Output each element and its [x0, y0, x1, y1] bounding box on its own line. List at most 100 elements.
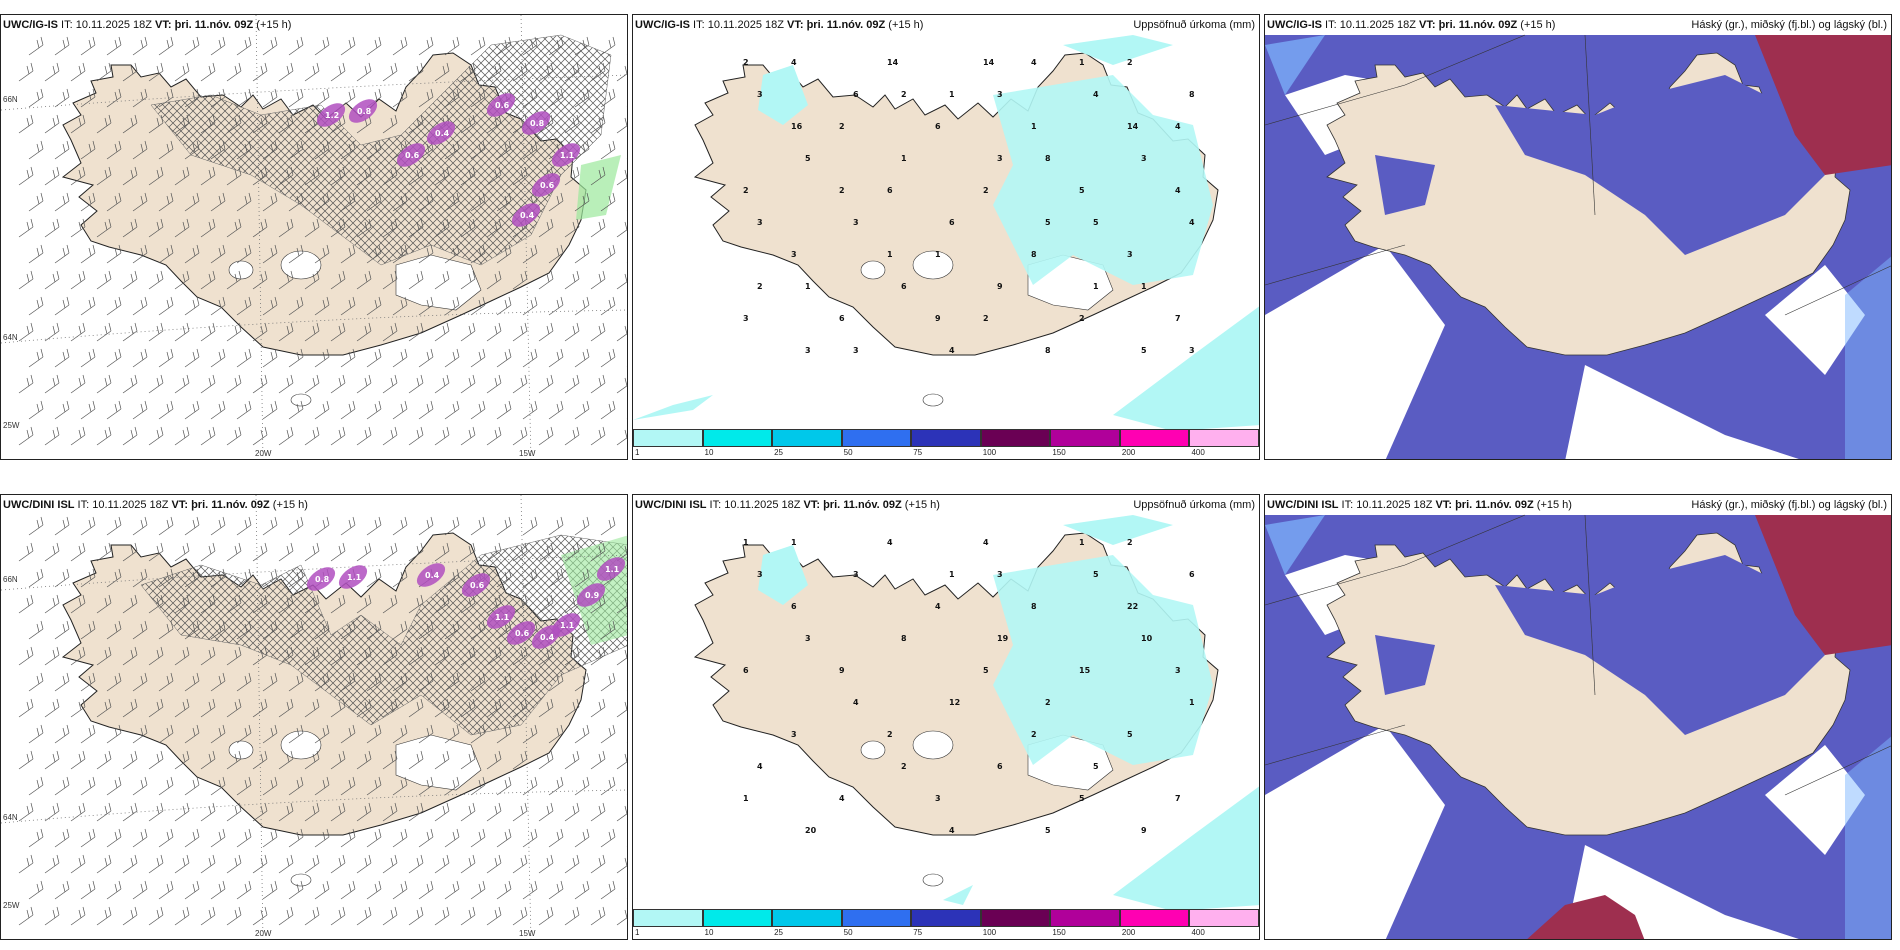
precip-value: 2: [901, 762, 907, 771]
colorbar-swatch: [772, 429, 842, 447]
snow-cell: [576, 583, 606, 607]
precip-value: 4: [949, 826, 955, 835]
precip-area-westfjords: [758, 545, 808, 605]
colorbar-swatch: [980, 909, 1051, 927]
snow-value: 0.6: [540, 181, 555, 190]
precip-area-southeast-sea: [1113, 786, 1259, 911]
clear-area: [1565, 365, 1799, 459]
precip-value: 4: [935, 602, 941, 611]
precip-value: 5: [1045, 826, 1051, 835]
precip-value: 22: [1127, 602, 1138, 611]
colorbar-swatch: [772, 909, 842, 927]
snow-cell: [596, 557, 626, 581]
precip-value: 4: [949, 346, 955, 355]
low-cloud-over-land: [1495, 75, 1825, 255]
precip-colorbar: 1 10 25 50 75 100 150 200 400: [633, 429, 1259, 459]
precip-value: 8: [1045, 346, 1051, 355]
mid-cloud-area: [1845, 736, 1891, 939]
snow-value: 1.2: [325, 111, 339, 120]
panel-right-title: Háský (gr.), miðský (fj.bl.) og lágský (…: [1691, 499, 1887, 511]
lon-label-20w: 20W: [255, 929, 272, 938]
glacier-hofsjokull: [228, 740, 254, 760]
snow-cell: [486, 93, 516, 117]
precip-value: 3: [791, 250, 797, 259]
snow-value: 0.6: [515, 629, 530, 638]
precip-value: 6: [743, 666, 749, 675]
precip-value: 16: [791, 122, 803, 131]
precip-value: 9: [1141, 826, 1147, 835]
snow-value: 1.1: [560, 151, 575, 160]
map-top-wind-snow: 1.2 0.8 0.6 0.4 0.6 0.8 1.1 0.6 0.4: [1, 15, 627, 459]
colorbar-swatch: [841, 909, 912, 927]
precip-value: 8: [1045, 154, 1051, 163]
low-cloud-over-land: [1495, 555, 1825, 735]
precip-value: 6: [839, 314, 845, 323]
colorbar-swatch: [633, 429, 703, 447]
precip-value: 2: [1045, 698, 1051, 707]
precip-value: 6: [887, 186, 893, 195]
colorbar-label: 50: [843, 928, 853, 937]
colorbar-label: 150: [1052, 448, 1066, 457]
colorbar-label: 10: [704, 928, 714, 937]
precip-area-north-sea: [1063, 35, 1173, 65]
precip-area-westfjords: [758, 65, 808, 125]
precip-value: 1: [901, 154, 907, 163]
clear-area: [1265, 245, 1445, 459]
snow-value: 0.6: [470, 581, 485, 590]
snow-value: 0.8: [357, 107, 372, 116]
glacier-myrdalsjokull: [922, 393, 944, 407]
colorbar-swatch: [911, 429, 981, 447]
precip-value: 3: [853, 218, 859, 227]
precip-value: 3: [1175, 666, 1181, 675]
panel-right-title: Háský (gr.), miðský (fj.bl.) og lágský (…: [1691, 19, 1887, 31]
high-cloud-area: [1755, 35, 1891, 175]
precip-value: 4: [1189, 218, 1195, 227]
glacier-myrdalsjokull: [290, 873, 312, 887]
precip-value: 4: [791, 58, 797, 67]
precip-value: 2: [743, 186, 749, 195]
snow-value: 0.4: [520, 211, 535, 220]
precip-value: 2: [839, 186, 845, 195]
clear-area: [1765, 265, 1865, 375]
colorbar-swatch: [633, 909, 703, 927]
precip-value: 3: [757, 90, 763, 99]
colorbar-label: 75: [913, 448, 923, 457]
clear-area: [1265, 725, 1445, 939]
snow-cell: [306, 567, 336, 591]
low-cloud-over-land: [1375, 635, 1435, 695]
mid-cloud-area: [1265, 35, 1325, 95]
precip-value: 6: [1189, 570, 1195, 579]
glacier-langjokull: [912, 730, 954, 760]
precip-value: 1: [949, 90, 955, 99]
precip-value: 4: [1093, 90, 1099, 99]
snow-value: 0.4: [425, 571, 440, 580]
colorbar-label: 400: [1191, 448, 1205, 457]
precip-value: 9: [997, 282, 1003, 291]
snow-cell: [551, 613, 581, 637]
lon-label-25w: 25W: [3, 901, 20, 910]
rain-green-area: [576, 155, 621, 220]
precip-value: 1: [1079, 58, 1085, 67]
precip-value: 7: [1175, 794, 1181, 803]
precip-value: 3: [1127, 250, 1133, 259]
precip-value: 5: [983, 666, 989, 675]
panel-right-title: Uppsöfnuð úrkoma (mm): [1133, 499, 1255, 511]
precip-value: 2: [887, 730, 893, 739]
lon-label-25w: 25W: [3, 421, 20, 430]
wind-barbs: [18, 516, 627, 926]
panel-top-wind-snow: 1.2 0.8 0.6 0.4 0.6 0.8 1.1 0.6 0.4 UWC/IG-IS IT…: [0, 14, 628, 460]
colorbar-label: 50: [843, 448, 853, 457]
snow-value: 0.4: [435, 129, 450, 138]
precip-value: 2: [757, 282, 763, 291]
precip-value: 4: [1175, 122, 1181, 131]
precip-value: 8: [1189, 90, 1195, 99]
glacier-myrdalsjokull: [290, 393, 312, 407]
precip-value: 4: [983, 538, 989, 547]
panel-title: UWC/DINI ISL IT: 10.11.2025 18Z VT: þri.…: [635, 499, 940, 511]
graticule: [1265, 514, 1891, 796]
precip-value: 3: [791, 730, 797, 739]
colorbar-swatch: [980, 429, 1051, 447]
mid-cloud-area: [1265, 515, 1325, 575]
precip-value: 3: [997, 570, 1003, 579]
glacier-vatnajokull: [395, 254, 482, 311]
